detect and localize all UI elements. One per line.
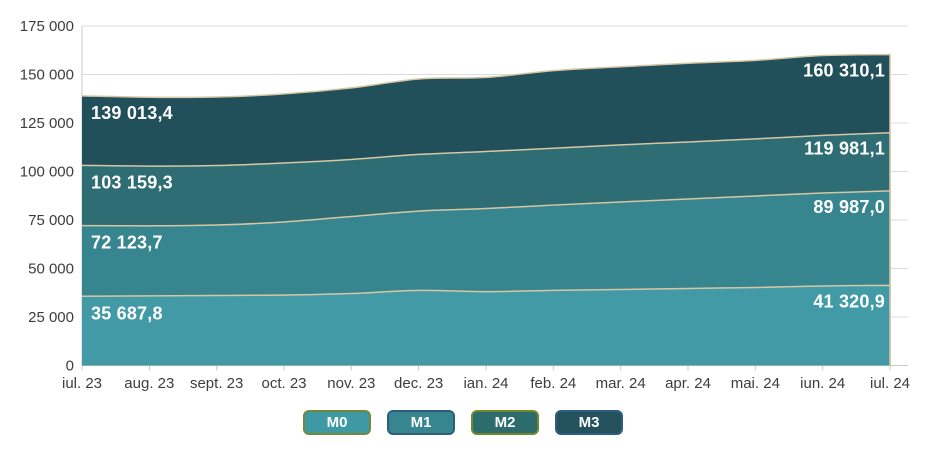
y-axis-tick-label: 150 000 [20,67,74,84]
end-value-label-m0: 41 320,9 [813,291,885,311]
legend-item-m1[interactable]: M1 [387,410,455,435]
x-axis-tick-label: iun. 24 [800,375,845,392]
y-axis-tick-label: 100 000 [20,164,74,181]
legend-item-label: M1 [410,414,432,431]
area-m0 [82,285,890,366]
line-m3 [81,53,891,366]
area-chart-canvas: 175 000 150 000 125 000 100 000 75 000 50 000… [20,18,910,392]
end-value-label-m3: 160 310,1 [803,60,885,80]
end-value-label-m1: 89 987,0 [813,197,885,217]
chart-legend: M0 M1 M2 M3 [0,410,926,435]
y-axis-tick-label: 75 000 [28,212,74,229]
legend-item-label: M2 [494,414,516,431]
x-axis-tick-label: mar. 24 [596,375,646,392]
end-value-label-m2: 119 981,1 [804,139,885,159]
line-m0 [81,284,891,366]
y-axis-tick-label: 50 000 [28,261,74,278]
x-axis-tick-label: apr. 24 [665,375,711,392]
x-axis-tick-label: nov. 23 [327,375,375,392]
x-axis-tick-label: iul. 24 [870,375,910,392]
line-m1 [81,190,891,366]
start-value-label-m2: 103 159,3 [91,172,173,192]
legend-item-label: M3 [578,414,600,431]
x-axis-tick-label: oct. 23 [261,375,306,392]
line-m2 [81,131,891,366]
y-axis-tick-label: 25 000 [28,309,74,326]
x-axis-tick-label: mai. 24 [731,375,780,392]
x-axis-tick-label: iul. 23 [62,375,102,392]
y-axis-tick-label: 125 000 [20,115,74,132]
x-axis-tick-label: feb. 24 [530,375,576,392]
x-axis-tick-label: dec. 23 [394,375,443,392]
y-axis-tick-label: 0 [66,358,74,375]
x-axis-tick-label: ian. 24 [463,375,508,392]
legend-item-m3[interactable]: M3 [555,410,623,435]
start-value-label-m1: 72 123,7 [91,233,163,253]
legend-item-m2[interactable]: M2 [471,410,539,435]
legend-item-m0[interactable]: M0 [303,410,371,435]
start-value-label-m3: 139 013,4 [91,103,173,123]
x-axis-tick-label: aug. 23 [124,375,174,392]
start-value-label-m0: 35 687,8 [91,303,163,323]
x-axis-tick-label: sept. 23 [190,375,243,392]
legend-item-label: M0 [326,414,348,431]
y-axis-tick-label: 175 000 [20,18,74,35]
